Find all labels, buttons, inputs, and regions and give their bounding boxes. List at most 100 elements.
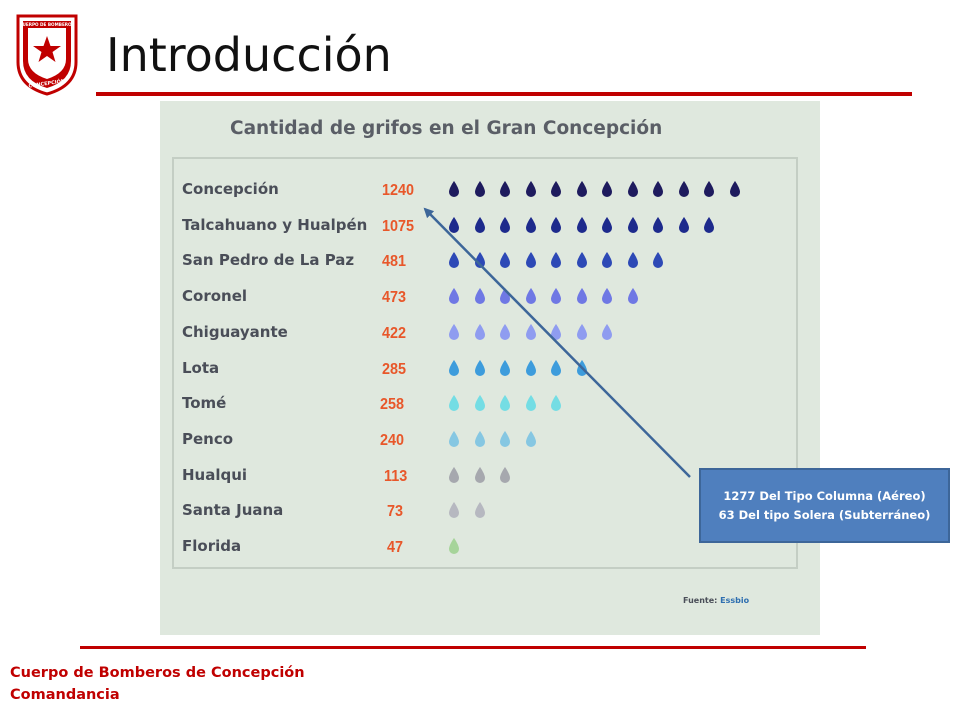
footer: Cuerpo de Bomberos de Concepción Comanda… (10, 662, 305, 706)
chart-row: Concepción 1240 (160, 176, 820, 206)
water-drop-icon (449, 288, 459, 305)
row-label: Concepción (182, 180, 279, 198)
chart-row: San Pedro de La Paz 481 (160, 247, 820, 277)
row-label: San Pedro de La Paz (182, 251, 355, 270)
title-divider (96, 92, 912, 96)
logo-top-text: CUERPO DE BOMBEROS (19, 22, 74, 27)
hydrant-type-callout: 1277 Del Tipo Columna (Aéreo) 63 Del tip… (699, 468, 950, 543)
water-drop-icon (653, 181, 663, 197)
chart-row: Florida 47 (160, 533, 820, 563)
water-drop-icon (474, 288, 485, 305)
water-drop-icon (576, 252, 587, 269)
chart-source: Fuente: Essbio (683, 596, 749, 605)
water-drop-icon (602, 323, 612, 340)
row-label: Coronel (182, 287, 248, 306)
callout-line-aerial: 1277 Del Tipo Columna (Aéreo) (723, 488, 926, 503)
water-drop-icon (602, 181, 612, 197)
water-drop-icon (627, 181, 638, 197)
water-drop-icon (551, 323, 561, 340)
water-drop-icon (576, 359, 587, 376)
water-drop-icon (551, 288, 561, 305)
water-drop-icon (449, 395, 459, 412)
water-drop-icon (449, 252, 459, 269)
water-drop-icon (551, 395, 561, 412)
row-value: 47 (387, 539, 404, 556)
row-value: 73 (387, 503, 404, 521)
fire-department-logo: CUERPO DE BOMBEROS CONCEPCIÓN (16, 14, 78, 96)
chart-row: Tomé 258 (160, 390, 820, 420)
water-drop-icon (474, 430, 485, 447)
water-drop-icon (500, 395, 510, 412)
water-drop-icon (551, 359, 561, 376)
chart-frame (172, 157, 798, 569)
footer-divider (80, 646, 866, 649)
water-drop-icon (627, 216, 638, 233)
footer-organization: Cuerpo de Bomberos de Concepción (10, 665, 305, 681)
water-drop-icon (474, 181, 485, 197)
row-value: 285 (382, 360, 407, 378)
water-drop-icon (576, 288, 587, 305)
water-drop-icon (500, 466, 510, 483)
water-drop-icon (449, 323, 459, 340)
water-drop-icon (449, 538, 459, 554)
water-drop-icon (525, 430, 536, 447)
hydrant-infographic: Cantidad de grifos en el Gran Concepción… (160, 101, 820, 635)
water-drop-icon (704, 216, 714, 233)
water-drop-icon (474, 216, 485, 233)
row-value: 481 (382, 253, 407, 271)
chart-row: Penco 240 (160, 426, 820, 456)
water-drop-icon (500, 323, 510, 340)
chart-row: Santa Juana 73 (160, 497, 820, 527)
star-icon (33, 36, 61, 62)
water-drop-icon (525, 323, 536, 340)
water-drop-icon (449, 181, 459, 197)
water-drop-icon (576, 323, 587, 340)
water-drop-icon (474, 252, 485, 269)
water-drop-icon (602, 288, 612, 305)
water-drop-icon (500, 252, 510, 269)
row-value: 113 (384, 467, 408, 485)
water-drop-icon (551, 252, 561, 269)
row-value: 240 (380, 431, 405, 449)
water-drop-icon (678, 216, 689, 233)
water-drop-icon (449, 216, 459, 233)
water-drop-icon (525, 252, 536, 269)
chart-row: Lota 285 (160, 355, 820, 385)
water-drop-icon (449, 502, 459, 519)
row-label: Lota (182, 358, 220, 377)
water-drop-icon (576, 216, 587, 233)
water-drop-icon (525, 359, 536, 376)
water-drop-icon (551, 216, 561, 233)
water-drop-icon (627, 252, 638, 269)
water-drop-icon (500, 288, 510, 305)
water-drop-icon (474, 323, 485, 340)
row-value: 1075 (382, 217, 415, 235)
row-label: Penco (182, 429, 234, 448)
water-drop-icon (602, 252, 612, 269)
row-label: Chiguayante (182, 322, 288, 341)
water-drop-icon (653, 216, 663, 233)
chart-row: Coronel 473 (160, 283, 820, 313)
water-drop-icon (474, 395, 485, 412)
water-drop-icon (704, 181, 714, 197)
water-drop-icon (449, 359, 459, 376)
water-drop-icon (678, 181, 689, 197)
water-drop-icon (551, 181, 561, 197)
water-drop-icon (525, 181, 536, 197)
water-drop-icon (474, 466, 485, 483)
water-drop-icon (525, 288, 536, 305)
water-drop-icon (525, 216, 536, 233)
row-label: Florida (182, 537, 242, 555)
water-drop-icon (729, 181, 740, 197)
water-drop-icon (500, 216, 510, 233)
row-value: 1240 (382, 182, 415, 199)
water-drop-icon (500, 430, 510, 447)
row-label: Santa Juana (182, 501, 284, 520)
row-value: 473 (382, 289, 407, 307)
callout-line-underground: 63 Del tipo Solera (Subterráneo) (718, 507, 931, 522)
footer-department: Comandancia (10, 687, 120, 703)
water-drop-icon (449, 466, 459, 483)
row-value: 422 (382, 324, 407, 342)
water-drop-icon (449, 430, 459, 447)
water-drop-icon (627, 288, 638, 305)
